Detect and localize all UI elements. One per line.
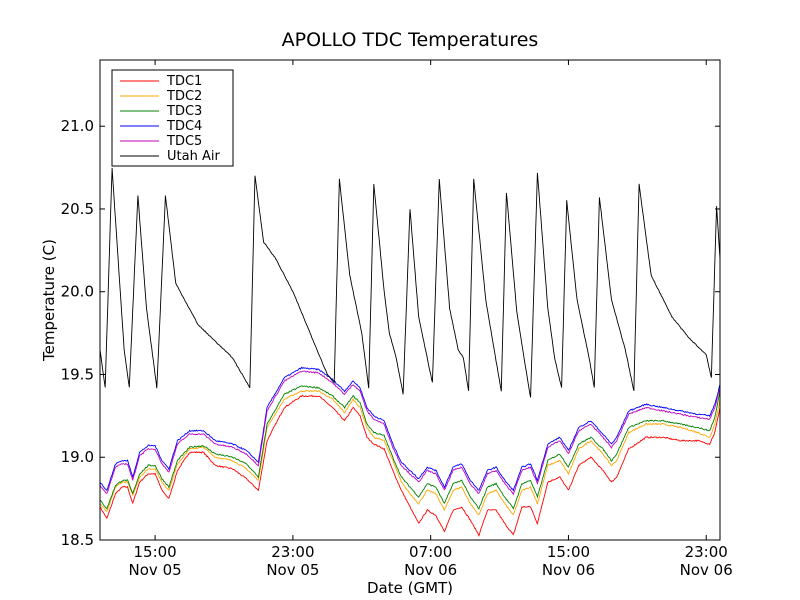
plot-series-group: [100, 167, 720, 537]
x-tick-label-time: 15:00: [547, 543, 590, 561]
y-tick-label: 19.0: [61, 448, 94, 466]
x-tick-label-date: Nov 05: [266, 561, 319, 579]
series-line-tdc4: [100, 366, 720, 492]
y-tick-label: 19.5: [61, 365, 94, 383]
x-tick-label-time: 23:00: [271, 543, 314, 561]
x-tick-label-date: Nov 06: [542, 561, 595, 579]
x-tick-label-time: 07:00: [409, 543, 452, 561]
y-axis-label: Temperature (C): [40, 239, 58, 362]
x-tick-label-time: 15:00: [133, 543, 176, 561]
legend-label-tdc2: TDC2: [166, 89, 202, 104]
x-tick-label-time: 23:00: [685, 543, 728, 561]
legend-label-utah-air: Utah Air: [167, 149, 220, 164]
chart-title: APOLLO TDC Temperatures: [282, 29, 539, 51]
plot-frame: [99, 59, 721, 541]
x-tick-label-date: Nov 05: [129, 561, 182, 579]
x-tick-label-date: Nov 06: [404, 561, 457, 579]
legend-label-tdc5: TDC5: [166, 134, 202, 149]
series-line-tdc3: [100, 385, 720, 510]
x-axis-label: Date (GMT): [367, 579, 453, 597]
y-tick-label: 18.5: [61, 531, 94, 549]
series-line-tdc1: [100, 394, 720, 537]
series-line-tdc5: [100, 370, 720, 496]
legend-box: [111, 69, 234, 167]
legend-label-tdc4: TDC4: [166, 119, 202, 134]
y-axis: 18.5 19.0 19.5 20.0 20.5 21.0: [61, 117, 720, 549]
y-tick-label: 20.0: [61, 283, 94, 301]
legend-label-tdc3: TDC3: [166, 104, 202, 119]
x-tick-label-date: Nov 06: [680, 561, 733, 579]
y-tick-label: 20.5: [61, 200, 94, 218]
series-line-utah-air: [100, 167, 720, 398]
series-line-tdc2: [100, 389, 720, 516]
legend-label-tdc1: TDC1: [166, 74, 202, 89]
y-tick-label: 21.0: [61, 117, 94, 135]
